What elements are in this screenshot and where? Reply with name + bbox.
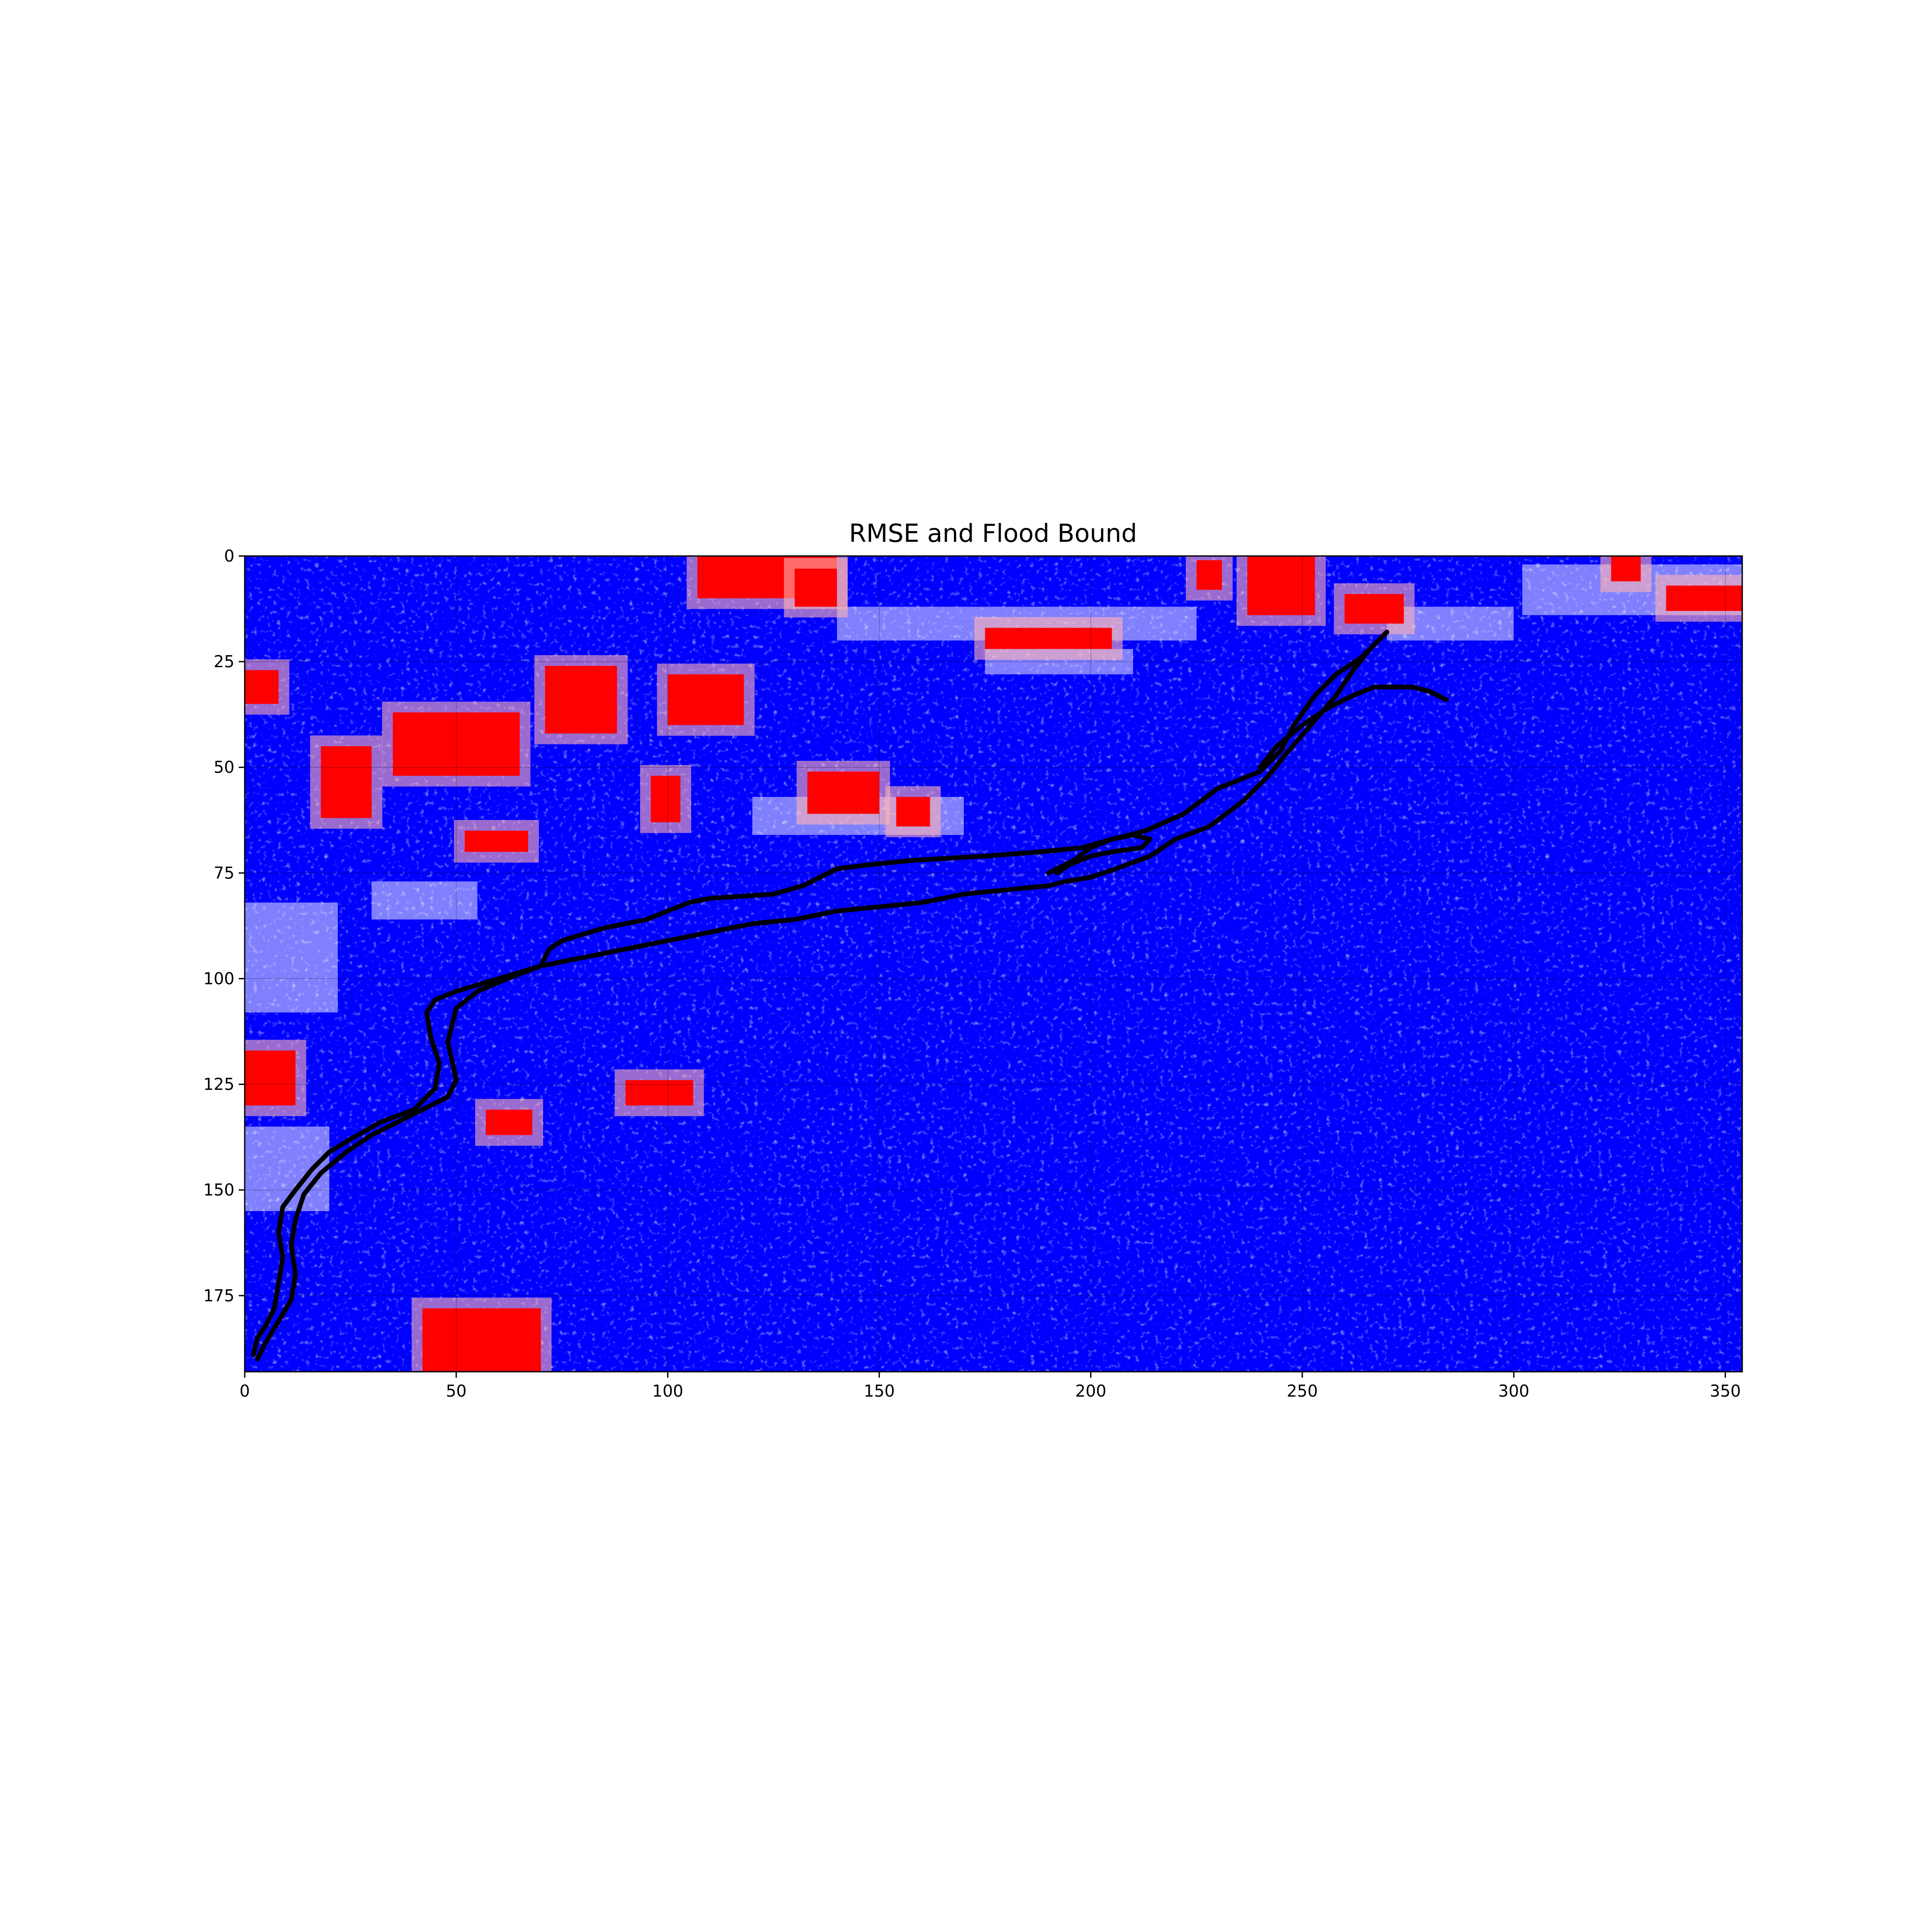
x-axis: 0 50 100 150 200 250 300 350 <box>240 1372 1741 1400</box>
high-error-region <box>1666 585 1742 611</box>
high-error-region <box>422 1308 541 1372</box>
high-error-region <box>486 1109 533 1135</box>
y-tick-label: 100 <box>203 969 234 988</box>
rmse-speckle <box>245 556 1742 1372</box>
high-error-region <box>807 772 879 814</box>
flood-bound-contour <box>251 629 1389 1358</box>
high-error-region <box>650 775 680 823</box>
y-tick-label: 25 <box>214 652 234 671</box>
chart-title: RMSE and Flood Bound <box>849 519 1137 548</box>
plot-area <box>245 556 1742 1372</box>
y-axis: 0 25 50 75 100 125 150 175 <box>203 547 245 1305</box>
y-tick-label: 50 <box>214 758 234 777</box>
high-error-region <box>545 665 617 734</box>
y-tick-label: 75 <box>214 863 234 882</box>
y-tick-label: 125 <box>203 1075 234 1094</box>
light-error-region <box>371 881 477 920</box>
high-error-region <box>1196 560 1222 590</box>
x-tick-label: 300 <box>1498 1382 1530 1400</box>
high-error-region <box>625 1080 693 1106</box>
high-error-region <box>1247 556 1315 615</box>
high-error-region <box>245 670 279 704</box>
x-tick-label: 250 <box>1287 1382 1318 1400</box>
x-tick-label: 0 <box>240 1382 250 1400</box>
light-error-region <box>245 902 338 1013</box>
x-tick-label: 350 <box>1710 1382 1741 1400</box>
flood-bound-contour <box>1258 684 1449 770</box>
x-tick-label: 150 <box>864 1382 895 1400</box>
y-tick-label: 175 <box>203 1286 234 1305</box>
high-error-region <box>985 628 1112 649</box>
x-tick-label: 200 <box>1075 1382 1106 1400</box>
x-tick-label: 50 <box>446 1382 466 1400</box>
flood-bound-contour <box>255 629 1389 1361</box>
high-error-region <box>1344 594 1404 624</box>
flood-bound-contour <box>1046 832 1153 875</box>
high-error-region <box>668 674 744 725</box>
x-tick-label: 100 <box>652 1382 683 1400</box>
y-tick-label: 0 <box>224 547 234 565</box>
high-error-region <box>794 568 837 607</box>
high-error-region <box>465 830 529 852</box>
high-error-region <box>321 746 372 818</box>
high-error-region <box>392 712 520 776</box>
y-tick-label: 150 <box>203 1181 234 1200</box>
high-error-region <box>896 797 930 827</box>
high-error-region <box>1611 556 1641 582</box>
high-error-region <box>245 1050 296 1106</box>
plot-frame <box>244 555 1743 1373</box>
